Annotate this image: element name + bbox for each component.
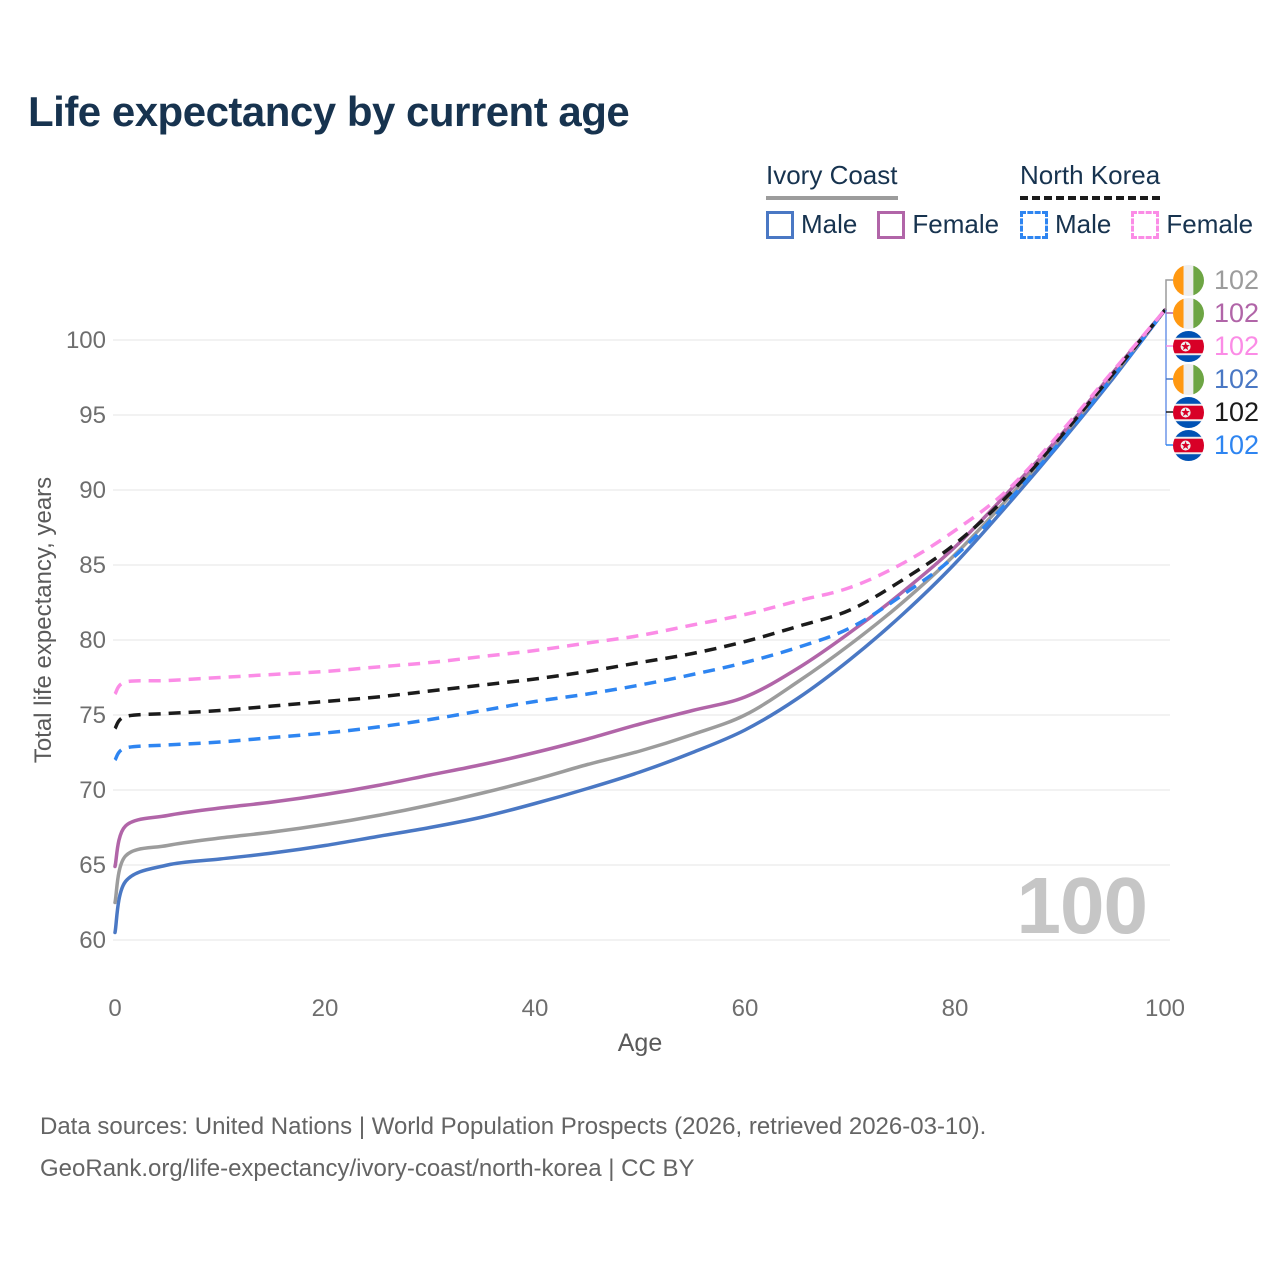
legend-item-north-korea-female[interactable]: Female [1131,209,1253,240]
end-label-value: 102 [1214,264,1260,295]
legend-group-ivory-coast: Ivory Coast Male Female [766,160,999,240]
end-label-value: 102 [1214,363,1260,394]
x-tick-label: 80 [942,995,969,1022]
end-label-value: 102 [1214,396,1260,427]
legend-item-label: Female [912,209,1000,239]
y-tick-label: 95 [79,402,106,429]
north-korea-flag-icon [1173,330,1204,362]
end-label-nk-average: 102 [1173,396,1259,428]
solid-swatch-icon [877,210,906,239]
end-label-ic-male: 102 [1173,363,1259,395]
legend-item-ivory-coast-female[interactable]: Female [877,209,999,240]
y-tick-label: 90 [79,477,106,504]
page-title: Life expectancy by current age [28,88,630,135]
end-label-ic-average: 102 [1173,264,1259,296]
footer-sources: Data sources: United Nations | World Pop… [40,1113,987,1140]
y-tick-label: 100 [66,327,106,354]
series-line-ic-female [113,308,1167,869]
ivory-coast-flag-icon [1173,297,1204,329]
ivory-coast-flag-icon [1173,264,1204,296]
legend-items-ivory-coast: Male Female [766,209,999,240]
series-line-nk-female [113,308,1167,696]
solid-swatch-icon [766,210,794,239]
series-line-ic-male [113,308,1167,935]
legend-item-label: Female [1166,209,1254,239]
footer-attribution: GeoRank.org/life-expectancy/ivory-coast/… [40,1155,695,1182]
y-tick-label: 60 [79,927,106,954]
legend-items-north-korea: Male Female [1020,209,1253,240]
y-tick-label: 70 [79,777,106,804]
leader-line [1165,279,1173,310]
end-label-value: 102 [1214,330,1260,361]
end-label-value: 102 [1214,297,1260,328]
series-line-ic-average [113,308,1167,905]
x-tick-label: 60 [732,995,759,1022]
footer: Data sources: United Nations | World Pop… [40,1106,986,1190]
end-label-value: 102 [1214,429,1260,460]
dashed-swatch-icon [1020,210,1048,239]
legend-group-north-korea: North Korea Male Female [1020,160,1253,240]
y-tick-label: 80 [79,627,106,654]
series-line-nk-average [113,308,1167,730]
legend-item-ivory-coast-male[interactable]: Male [766,209,857,240]
north-korea-flag-icon [1173,429,1204,461]
legend-group-title-north-korea: North Korea [1020,160,1161,200]
north-korea-flag-icon [1173,396,1204,428]
legend-item-label: Male [801,209,858,239]
y-tick-label: 75 [79,702,106,729]
x-tick-label: 40 [522,995,549,1022]
series-line-nk-male [113,308,1167,762]
legend-group-title-ivory-coast: Ivory Coast [766,160,898,200]
age-counter-watermark: 100 [1016,861,1148,950]
legend-item-north-korea-male[interactable]: Male [1020,209,1111,240]
x-tick-label: 100 [1145,995,1185,1022]
legend-item-label: Male [1055,209,1112,239]
x-tick-label: 0 [108,995,121,1022]
y-tick-label: 85 [79,552,106,579]
y-tick-label: 65 [79,852,106,879]
dashed-swatch-icon [1131,210,1160,239]
x-axis-title: Age [617,1029,663,1057]
end-label-nk-female: 102 [1173,330,1259,362]
end-label-ic-female: 102 [1173,297,1259,329]
x-tick-label: 20 [312,995,339,1022]
ivory-coast-flag-icon [1173,363,1204,395]
end-label-nk-male: 102 [1173,429,1259,461]
